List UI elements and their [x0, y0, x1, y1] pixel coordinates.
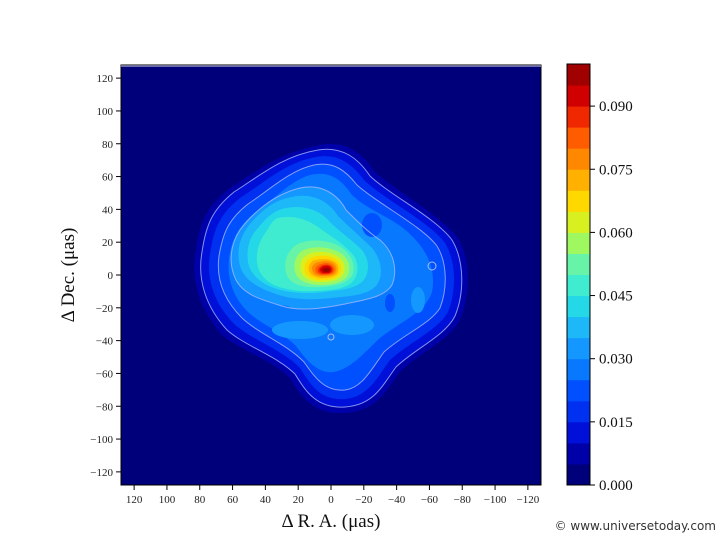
colorbar-band: [567, 127, 590, 149]
colorbar-band: [567, 316, 590, 339]
y-tick-label: −20: [96, 303, 114, 315]
colorbar-band: [567, 211, 590, 233]
colorbar-band: [567, 400, 590, 423]
colorbar-band: [567, 148, 590, 170]
colorbar-band: [567, 337, 590, 360]
x-tick-label: 60: [227, 494, 239, 506]
colorbar-band: [567, 295, 590, 318]
colorbar: 0.000 0.015 0.030 0.045 0.060 0.075 0.090: [566, 63, 633, 494]
contour-lines: [200, 148, 463, 408]
x-axis-title: Δ R. A. (μas): [282, 511, 381, 532]
colorbar-band: [567, 190, 590, 212]
contour-level-19: [322, 267, 330, 272]
x-tick-label: −80: [454, 494, 472, 506]
contour-line: [230, 186, 396, 310]
colorbar-band: [567, 421, 590, 444]
y-tick-label: −40: [96, 336, 114, 348]
y-axis: 120 100 80 60 40 20 0 −20 −40 −60 −80 −100 −120: [90, 73, 121, 479]
y-tick-label: 20: [102, 237, 114, 249]
watermark: © www.universetoday.com: [551, 518, 719, 534]
y-tick-label: 80: [102, 139, 114, 151]
x-tick-label: 40: [260, 494, 272, 506]
y-tick-label: 60: [102, 172, 114, 184]
x-tick-label: −120: [517, 494, 540, 506]
y-tick-label: −80: [96, 401, 114, 413]
colorbar-tick-label: 0.000: [599, 478, 633, 494]
x-tick-label: 120: [126, 494, 143, 506]
colorbar-tick-label: 0.090: [599, 99, 633, 115]
y-tick-label: 100: [97, 106, 114, 118]
colorbar-band: [567, 85, 590, 107]
y-tick-label: 120: [97, 73, 114, 85]
y-axis-title: Δ Dec. (μas): [58, 228, 79, 323]
colorbar-tick-label: 0.015: [599, 415, 633, 431]
x-tick-label: −60: [421, 494, 439, 506]
x-tick-label: 80: [194, 494, 206, 506]
colorbar-band: [567, 379, 590, 402]
colorbar-band: [567, 358, 590, 381]
contour-knot: [427, 261, 437, 271]
contour-holes: [272, 213, 425, 339]
y-tick-label: −120: [90, 467, 113, 479]
colorbar-tick-label: 0.030: [599, 352, 633, 368]
contour-knot: [327, 333, 335, 341]
contour-hole: [385, 294, 395, 312]
colorbar-frame: [566, 63, 591, 486]
x-tick-label: 20: [293, 494, 305, 506]
colorbar-tick-label: 0.075: [599, 162, 633, 178]
colorbar-tick-label: 0.060: [599, 225, 633, 241]
contour-hole: [272, 321, 328, 339]
colorbar-band: [567, 463, 590, 486]
colorbar-band: [567, 442, 590, 465]
colorbar-band: [567, 253, 590, 275]
x-tick-label: −40: [388, 494, 406, 506]
contour-hole: [411, 287, 425, 313]
colorbar-band: [567, 64, 590, 86]
x-tick-label: 100: [159, 494, 176, 506]
colorbar-band: [567, 169, 590, 191]
colorbar-band: [567, 106, 590, 128]
x-tick-label: −100: [484, 494, 507, 506]
x-axis: 120 100 80 60 40 20 0 −20 −40 −60 −80 −100 −120: [126, 485, 540, 506]
colorbar-band: [567, 232, 590, 254]
contour-hole: [362, 213, 382, 237]
y-tick-label: −60: [96, 368, 114, 380]
x-tick-label: −20: [355, 494, 373, 506]
contour-line: [217, 163, 446, 391]
colorbar-tick-label: 0.045: [599, 289, 633, 305]
contour-line: [200, 148, 463, 408]
contour-hole: [330, 315, 374, 335]
colorbar-band: [567, 274, 590, 297]
y-tick-label: 0: [108, 270, 114, 282]
y-tick-label: −100: [90, 434, 113, 446]
y-tick-label: 40: [102, 204, 114, 216]
x-tick-label: 0: [328, 494, 334, 506]
